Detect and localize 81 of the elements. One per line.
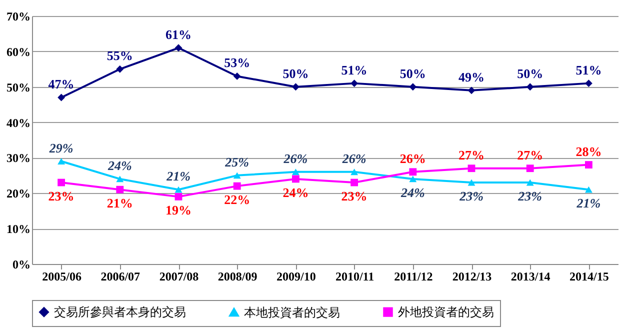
point xyxy=(292,168,300,176)
y-tick-label: 20% xyxy=(6,186,30,201)
data-label: 26% xyxy=(282,150,308,166)
data-label: 24% xyxy=(400,184,425,200)
y-tick-label: 50% xyxy=(6,80,30,94)
point xyxy=(526,83,534,91)
data-label: 23% xyxy=(341,188,368,204)
legend-label: 外地投資者的交易 xyxy=(398,305,494,320)
data-label: 26% xyxy=(341,150,366,166)
y-tick-label: 0% xyxy=(12,258,30,272)
point xyxy=(584,161,592,169)
legend-label: 本地投資者的交易 xyxy=(244,305,340,320)
data-label: 55% xyxy=(106,48,133,64)
data-label: 27% xyxy=(517,147,544,162)
data-label: 21% xyxy=(576,196,601,211)
data-label: 61% xyxy=(166,26,192,42)
point xyxy=(526,179,534,186)
data-label: 23% xyxy=(458,188,484,204)
point xyxy=(350,168,358,176)
data-label: 50% xyxy=(282,66,309,81)
x-tick-label: 2009/10 xyxy=(276,270,316,284)
point xyxy=(174,186,182,193)
data-label: 27% xyxy=(458,147,484,162)
x-tick-label: 2006/07 xyxy=(100,270,140,284)
x-tick-label: 2011/12 xyxy=(394,270,433,284)
legend-label: 交易所參與者本身的交易 xyxy=(54,305,186,320)
x-tick-label: 2014/15 xyxy=(570,270,609,284)
data-label: 21% xyxy=(166,168,191,184)
data-label: 24% xyxy=(106,158,132,173)
x-tick-label: 2010/11 xyxy=(335,270,374,284)
x-tick-label: 2005/06 xyxy=(42,270,82,284)
x-tick-label: 2012/13 xyxy=(452,270,492,284)
data-label: 47% xyxy=(48,76,74,92)
x-tick-label: 2007/08 xyxy=(159,270,199,284)
data-label: 23% xyxy=(48,188,74,204)
point xyxy=(584,186,592,193)
data-label: 51% xyxy=(576,62,602,78)
data-label: 49% xyxy=(458,69,484,84)
point xyxy=(233,182,241,190)
point xyxy=(58,158,66,164)
point xyxy=(584,80,592,88)
point xyxy=(116,186,124,194)
data-label: 21% xyxy=(106,196,133,211)
data-label: 29% xyxy=(48,140,74,156)
point xyxy=(174,44,182,52)
point xyxy=(468,86,476,94)
data-label: 19% xyxy=(166,202,192,218)
point xyxy=(409,176,417,182)
data-label: 22% xyxy=(224,192,250,208)
point xyxy=(292,83,300,91)
data-label: 23% xyxy=(517,188,542,204)
data-label: 53% xyxy=(224,55,250,70)
data-label: 25% xyxy=(224,154,250,170)
data-label: 24% xyxy=(282,184,309,200)
point xyxy=(233,72,241,80)
x-tick-label: 2008/09 xyxy=(218,270,258,284)
point xyxy=(468,164,476,172)
data-label: 50% xyxy=(517,66,544,81)
data-label: 51% xyxy=(341,62,368,78)
point xyxy=(116,65,124,73)
data-label: 26% xyxy=(400,150,426,166)
point xyxy=(292,175,300,183)
data-label: 50% xyxy=(400,66,426,81)
y-tick-label: 30% xyxy=(6,151,30,166)
point xyxy=(409,168,417,176)
point xyxy=(58,178,66,186)
y-tick-label: 40% xyxy=(6,116,30,130)
point xyxy=(526,164,534,172)
point xyxy=(116,176,124,182)
y-tick-label: 70% xyxy=(6,10,30,24)
point xyxy=(58,94,66,102)
y-tick-label: 10% xyxy=(6,222,30,236)
point xyxy=(468,179,476,186)
point xyxy=(350,80,358,88)
y-tick-label: 60% xyxy=(6,44,30,59)
x-tick-label: 2013/14 xyxy=(510,270,550,284)
point xyxy=(233,172,241,179)
data-label: 28% xyxy=(576,144,602,159)
point xyxy=(174,192,182,200)
point xyxy=(350,178,358,186)
point xyxy=(409,83,417,91)
